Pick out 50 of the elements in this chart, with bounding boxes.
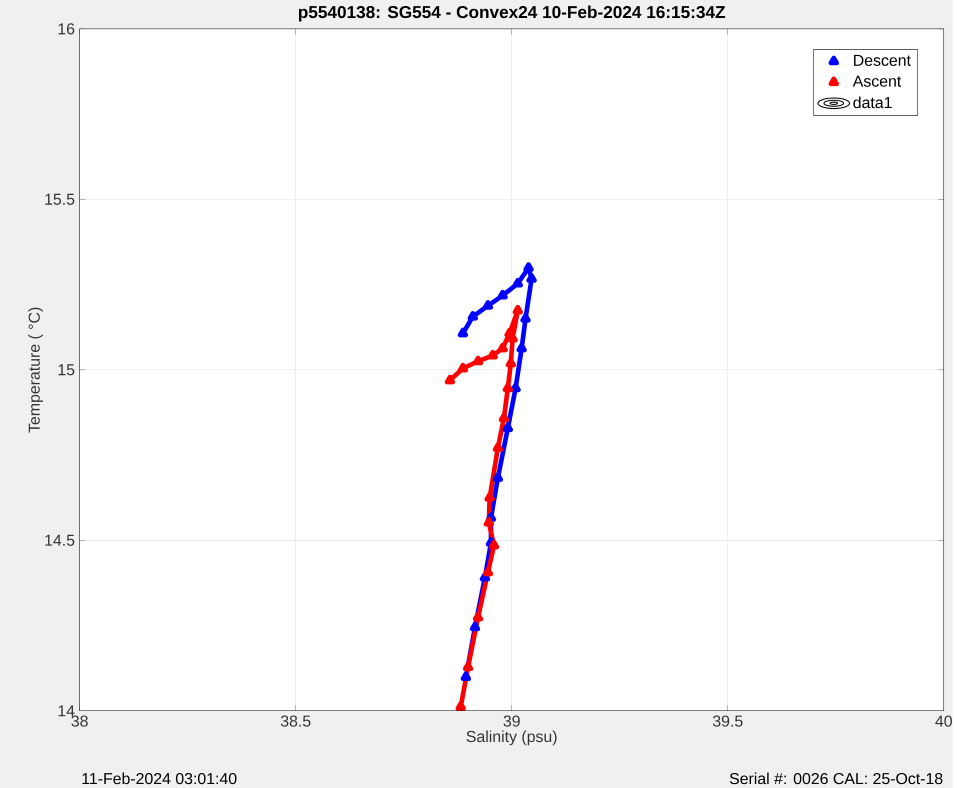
point bbox=[510, 382, 521, 392]
point bbox=[492, 442, 504, 452]
text: Serial #: 0026 CAL: 25-Oct-18 bbox=[730, 772, 942, 784]
point bbox=[460, 671, 472, 681]
point bbox=[484, 516, 494, 526]
legend-label: Ascent bbox=[852, 75, 902, 87]
y-tick-label: 14 bbox=[58, 705, 75, 716]
legend-label: data1 bbox=[853, 96, 892, 108]
point bbox=[472, 355, 484, 366]
point bbox=[472, 612, 484, 622]
point bbox=[497, 290, 508, 300]
y-axis-title: Temperature ( °C) bbox=[28, 307, 43, 432]
point bbox=[470, 621, 480, 632]
point bbox=[523, 262, 534, 272]
text: 11-Feb-2024 03:01:40 bbox=[82, 772, 236, 784]
point bbox=[458, 327, 468, 338]
point bbox=[492, 472, 504, 482]
x-tick-label: 38 bbox=[71, 715, 88, 726]
x-tick-label: 40 bbox=[935, 715, 952, 726]
point bbox=[488, 540, 500, 550]
point bbox=[512, 304, 523, 314]
x-tick-label: 39.5 bbox=[712, 715, 743, 726]
point bbox=[506, 357, 516, 368]
point bbox=[482, 300, 494, 310]
point bbox=[456, 700, 466, 710]
point bbox=[458, 362, 468, 372]
point bbox=[468, 310, 478, 320]
point bbox=[462, 661, 474, 671]
y-tick-label: 14.5 bbox=[45, 534, 74, 546]
x-tick-label: 38.5 bbox=[280, 715, 310, 726]
x-tick-label: 39 bbox=[503, 715, 520, 726]
point bbox=[502, 382, 514, 392]
point bbox=[497, 342, 508, 352]
legend-label: Descent bbox=[854, 54, 911, 66]
point bbox=[502, 422, 514, 432]
x-axis-title: Salinity (psu) bbox=[466, 730, 557, 746]
point bbox=[484, 492, 495, 502]
point bbox=[482, 566, 494, 576]
y-tick-label: 15.5 bbox=[45, 194, 74, 205]
point bbox=[512, 278, 523, 288]
point bbox=[498, 412, 510, 422]
y-tick-label: 15 bbox=[58, 364, 74, 376]
point bbox=[526, 272, 537, 283]
point bbox=[520, 312, 531, 322]
point bbox=[488, 350, 498, 360]
chart-title: p5540138: SG554 - Convex24 10-Feb-2024 16:15:34Z bbox=[298, 5, 726, 22]
point bbox=[480, 572, 490, 582]
point bbox=[516, 342, 527, 352]
y-tick-label: 16 bbox=[58, 23, 74, 34]
point bbox=[444, 374, 456, 384]
